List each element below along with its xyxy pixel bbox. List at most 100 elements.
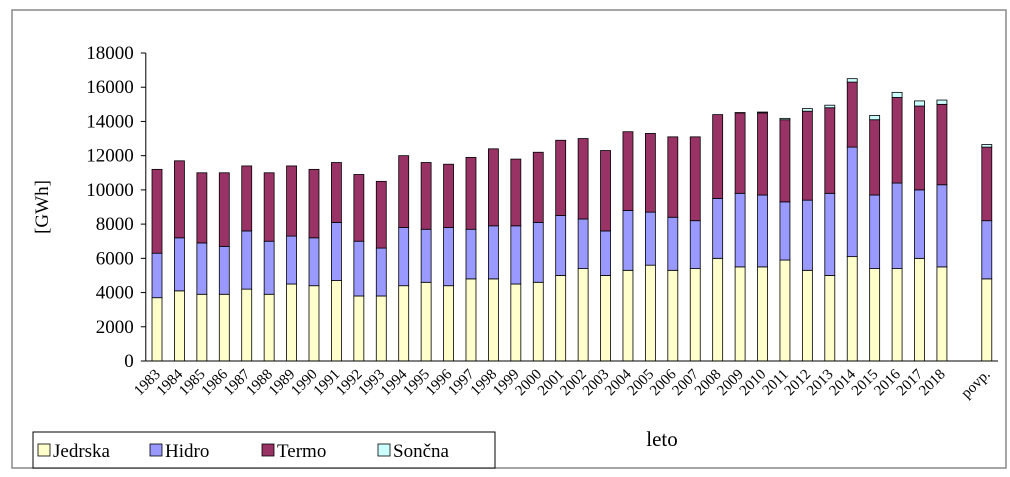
bar-segment <box>421 229 431 282</box>
bar-segment <box>219 173 229 247</box>
bar-segment <box>533 152 543 222</box>
bar-segment <box>309 169 319 237</box>
bar-segment <box>376 248 386 296</box>
bar-segment <box>488 226 498 279</box>
bar-segment <box>331 222 341 280</box>
y-tick-label: 18000 <box>86 43 134 64</box>
bar-segment <box>915 258 925 361</box>
bar-segment <box>601 151 611 231</box>
bar-segment <box>601 275 611 361</box>
bar-segment <box>668 137 678 217</box>
bar-segment <box>870 120 880 195</box>
bar-segment <box>242 231 252 289</box>
y-tick-label: 6000 <box>96 248 134 269</box>
bar-segment <box>870 195 880 269</box>
bar-segment <box>533 282 543 361</box>
bar-segment <box>825 108 835 194</box>
bar-segment <box>937 185 947 267</box>
bar-segment <box>847 82 857 147</box>
bar-segment <box>399 286 409 361</box>
bar-segment <box>219 294 229 361</box>
bar-segment <box>488 279 498 361</box>
bar-segment <box>758 113 768 195</box>
legend-label: Termo <box>277 441 326 462</box>
bar-segment <box>421 163 431 230</box>
bar-segment <box>152 253 162 297</box>
bar-segment <box>892 92 902 97</box>
y-axis-label: [GWh] <box>32 180 53 234</box>
bar-segment <box>668 270 678 361</box>
bar-segment <box>466 279 476 361</box>
x-axis-label: leto <box>646 427 678 451</box>
bar-segment <box>174 291 184 361</box>
bar-segment <box>601 231 611 275</box>
y-tick-label: 2000 <box>96 317 134 338</box>
bar-segment <box>511 284 521 361</box>
bar-segment <box>937 267 947 361</box>
bar-segment <box>780 260 790 361</box>
bar-segment <box>847 257 857 361</box>
bar-segment <box>444 228 454 286</box>
bar-segment <box>892 183 902 269</box>
bar-segment <box>982 147 992 221</box>
y-tick-label: 10000 <box>86 180 134 201</box>
legend-label: Hidro <box>165 441 209 462</box>
bar-segment <box>444 164 454 227</box>
bar-segment <box>668 217 678 270</box>
bar-segment <box>780 120 790 202</box>
bar-segment <box>690 137 700 221</box>
bar-segment <box>197 243 207 294</box>
bar-segment <box>713 115 723 199</box>
y-tick-label: 0 <box>124 351 134 372</box>
bar-segment <box>892 97 902 183</box>
bar-segment <box>331 281 341 361</box>
bar-segment <box>197 294 207 361</box>
bar-segment <box>937 100 947 104</box>
bar-segment <box>735 267 745 361</box>
bar-segment <box>623 270 633 361</box>
bar-segment <box>623 132 633 211</box>
bar-segment <box>556 275 566 361</box>
bar-segment <box>870 269 880 361</box>
bar-segment <box>982 221 992 279</box>
bar-segment <box>758 195 768 267</box>
bar-segment <box>421 282 431 361</box>
bar-segment <box>376 296 386 361</box>
bar-segment <box>219 246 229 294</box>
bar-segment <box>331 163 341 223</box>
bar-segment <box>578 219 588 269</box>
bar-segment <box>354 241 364 296</box>
bar-segment <box>264 173 274 241</box>
bar-segment <box>623 210 633 270</box>
bar-segment <box>870 115 880 119</box>
bar-segment <box>309 286 319 361</box>
bar-segment <box>152 298 162 361</box>
bar-segment <box>802 109 812 112</box>
legend-swatch <box>38 444 50 456</box>
bar-segment <box>713 258 723 361</box>
bar-segment <box>488 149 498 226</box>
bar-segment <box>399 156 409 228</box>
bar-segment <box>982 279 992 361</box>
bar-segment <box>982 145 992 148</box>
bar-segment <box>915 106 925 190</box>
bar-segment <box>264 241 274 294</box>
bar-segment <box>645 265 655 361</box>
bar-segment <box>892 269 902 361</box>
bar-segment <box>556 140 566 215</box>
bar-segment <box>780 202 790 260</box>
bar-segment <box>152 169 162 253</box>
bar-segment <box>825 275 835 361</box>
bar-segment <box>780 118 790 119</box>
y-tick-label: 14000 <box>86 111 134 132</box>
bar-segment <box>444 286 454 361</box>
bar-segment <box>758 267 768 361</box>
y-tick-label: 8000 <box>96 214 134 235</box>
bar-segment <box>399 228 409 286</box>
legend-label: Sončna <box>393 441 450 462</box>
legend-swatch <box>378 444 390 456</box>
bar-segment <box>354 174 364 241</box>
bar-segment <box>690 221 700 269</box>
bar-segment <box>556 216 566 276</box>
